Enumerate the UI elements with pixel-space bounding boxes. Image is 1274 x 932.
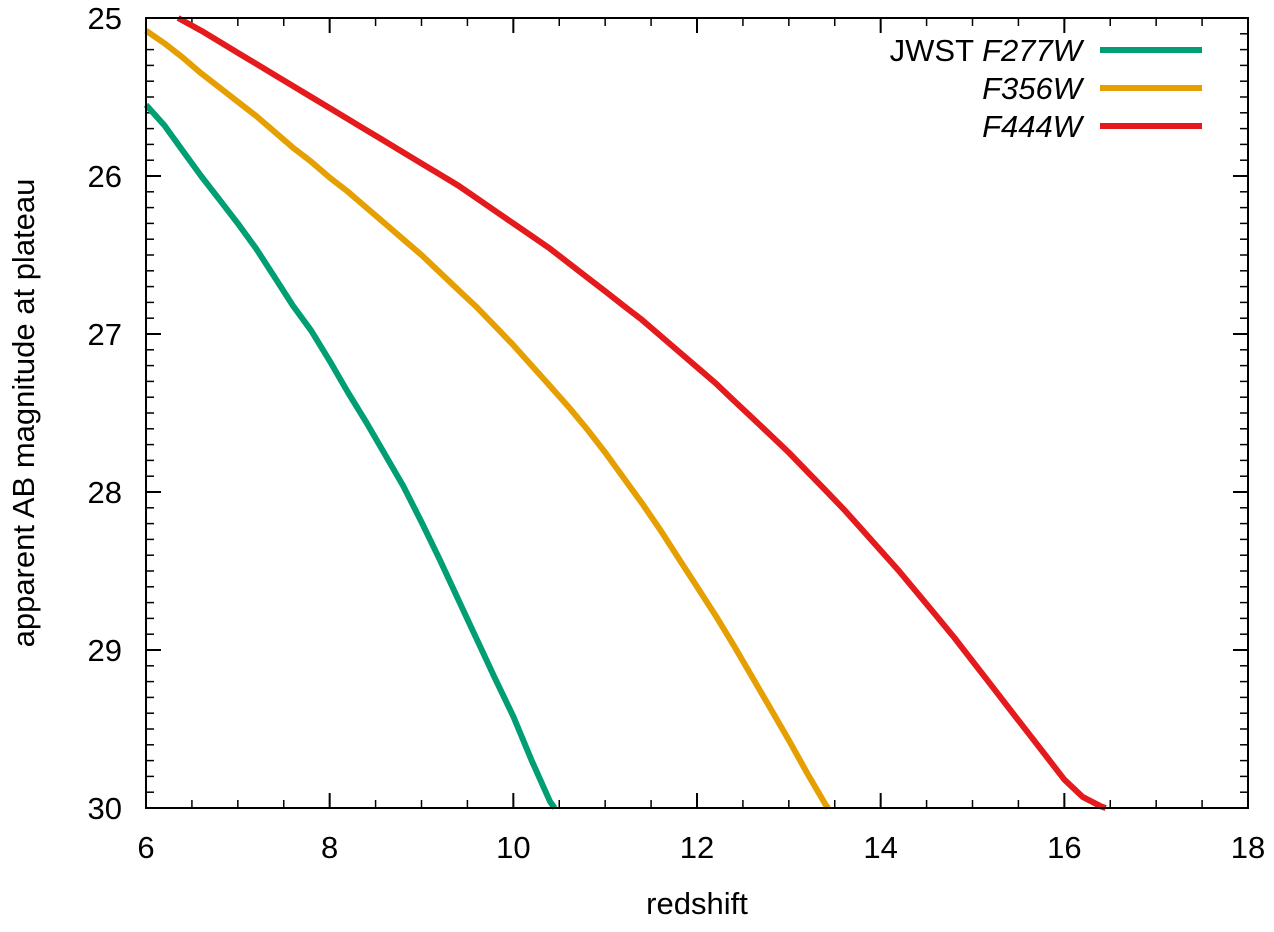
x-tick-label: 8: [321, 830, 338, 865]
series-line-f277w: [143, 102, 558, 810]
legend-label-f356w: F356W: [982, 71, 1085, 106]
y-tick-label: 30: [88, 791, 122, 826]
y-tick-label: 25: [88, 1, 122, 36]
legend-series-name: F277W: [982, 33, 1085, 68]
y-tick-labels: 25 26 27 28 29 30: [88, 1, 122, 826]
x-axis-title: redshift: [646, 886, 748, 921]
x-tick-label: 6: [137, 830, 154, 865]
y-tick-label: 28: [88, 475, 122, 510]
legend-series-name: F444W: [982, 109, 1085, 144]
y-tick-label: 27: [88, 317, 122, 352]
x-tick-label: 16: [1047, 830, 1081, 865]
legend-prefix: JWST: [890, 33, 982, 68]
x-tick-label: 12: [680, 830, 714, 865]
x-tick-labels: 6 8 10 12 14 16 18: [137, 830, 1265, 865]
x-tick-label: 14: [863, 830, 897, 865]
series-line-f356w: [144, 28, 831, 810]
y-tick-label: 26: [88, 159, 122, 194]
x-tick-label: 18: [1231, 830, 1265, 865]
legend-label-f444w: F444W: [982, 109, 1085, 144]
y-axis-title: apparent AB magnitude at plateau: [6, 179, 41, 648]
series-lines: [143, 15, 1107, 811]
minor-tick-marks: [145, 17, 1249, 809]
plot-frame: [145, 17, 1249, 809]
x-tick-label: 10: [496, 830, 530, 865]
legend-series-name: F356W: [982, 71, 1085, 106]
legend-label-f277w: JWST F277W: [890, 33, 1085, 68]
y-tick-label: 29: [88, 633, 122, 668]
major-tick-marks: [145, 17, 1249, 809]
series-line-f444w: [176, 15, 1107, 811]
